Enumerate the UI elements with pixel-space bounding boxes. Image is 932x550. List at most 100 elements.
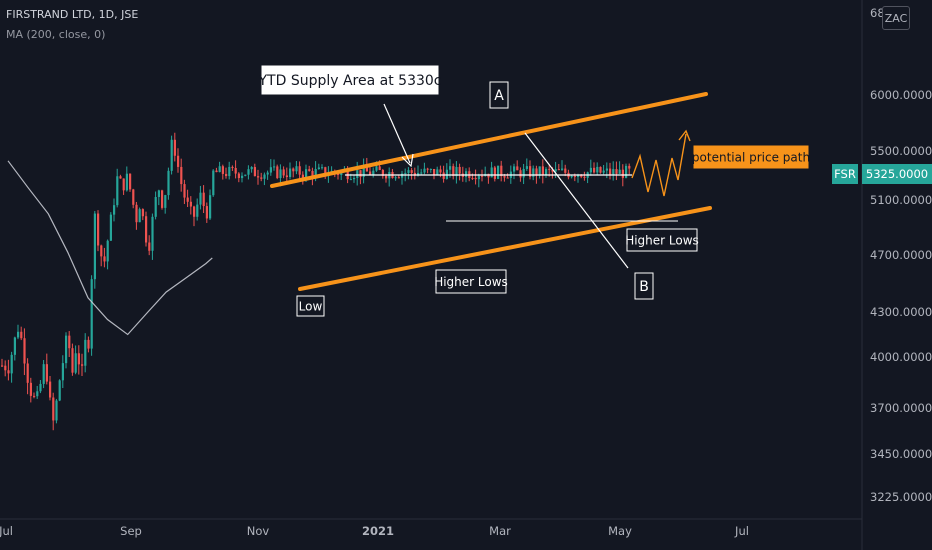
y-tick-label: 5100.0000 xyxy=(870,193,932,207)
supply-arrow-line xyxy=(383,103,411,164)
candle-body xyxy=(244,174,247,176)
candle-body xyxy=(356,170,359,178)
candle-body xyxy=(257,176,260,178)
candle-body xyxy=(122,178,125,191)
candle-body xyxy=(241,175,244,179)
candle-body xyxy=(151,216,154,251)
candle-body xyxy=(295,166,298,172)
potential-path-label-box xyxy=(693,145,809,169)
candle-body xyxy=(90,279,93,349)
candle-body xyxy=(269,167,272,173)
candle-body xyxy=(449,166,452,170)
point-a-label: A xyxy=(494,88,504,104)
candle-body xyxy=(477,175,480,180)
candle-body xyxy=(439,169,442,173)
candle-body xyxy=(593,167,596,173)
y-tick-label: 4000.0000 xyxy=(870,350,932,364)
candle-body xyxy=(500,165,503,177)
candle-body xyxy=(314,169,317,178)
last-price-tag-box xyxy=(862,164,932,184)
candle-body xyxy=(621,169,624,178)
candle-body xyxy=(231,166,234,168)
x-tick-label: 2021 xyxy=(362,524,394,538)
candle-body xyxy=(516,166,519,171)
candle-body xyxy=(410,170,413,173)
supply-label: YTD Supply Area at 5330c xyxy=(257,73,441,89)
candle-body xyxy=(161,190,164,208)
low-label-box xyxy=(296,295,325,317)
potential-path-zigzag xyxy=(631,133,687,197)
higher-lows-label-1-box xyxy=(435,269,507,294)
candle-body xyxy=(583,176,586,178)
candle-body xyxy=(548,168,551,170)
point-b-label-box xyxy=(634,272,654,300)
candle-body xyxy=(321,167,324,169)
candle-body xyxy=(381,169,384,176)
candle-body xyxy=(599,166,602,173)
candle-body xyxy=(557,169,560,171)
currency-badge[interactable]: ZAC xyxy=(882,6,910,30)
point-a-label-box xyxy=(489,81,509,109)
candle-body xyxy=(519,170,522,178)
candle-body xyxy=(375,166,378,171)
candle-body xyxy=(407,170,410,173)
candle-body xyxy=(442,172,445,179)
candle-body xyxy=(29,382,32,396)
candle-body xyxy=(458,166,461,174)
candle-body xyxy=(189,201,192,207)
candle-body xyxy=(554,169,557,172)
candle-body xyxy=(119,176,122,179)
price-tag-symbol: FSR xyxy=(834,167,856,181)
candle-body xyxy=(279,169,282,179)
candle-body xyxy=(602,170,605,173)
candle-body xyxy=(186,197,189,202)
candle-body xyxy=(23,338,26,364)
candle-body xyxy=(125,173,128,191)
candle-body xyxy=(36,391,39,397)
candle-body xyxy=(455,166,458,177)
candle-body xyxy=(596,166,599,173)
candle-body xyxy=(87,339,90,349)
candle-body xyxy=(93,213,96,280)
ma200-line xyxy=(7,160,213,336)
symbol-title: FIRSTRAND LTD, 1D, JSE xyxy=(6,8,139,21)
a-b-line xyxy=(524,132,629,269)
candle-body xyxy=(276,166,279,179)
candle-body xyxy=(138,209,141,223)
candle-body xyxy=(423,168,426,173)
candle-body xyxy=(545,168,548,175)
y-tick-label: 4700.0000 xyxy=(870,248,932,262)
candle-body xyxy=(109,214,112,241)
candle-body xyxy=(71,348,74,373)
candle-body xyxy=(196,204,199,217)
candle-body xyxy=(116,176,119,206)
candle-body xyxy=(394,177,397,179)
candle-body xyxy=(193,206,196,217)
candle-body xyxy=(573,175,576,177)
candle-body xyxy=(609,168,612,175)
candle-body xyxy=(74,353,77,373)
candle-body xyxy=(308,169,311,171)
candle-body xyxy=(173,139,176,156)
candle-body xyxy=(180,166,183,185)
candle-body xyxy=(385,175,388,179)
candle-body xyxy=(445,169,448,179)
candle-body xyxy=(426,168,429,170)
candle-body xyxy=(106,240,109,262)
candle-body xyxy=(628,165,631,169)
channel-upper-line xyxy=(270,92,708,188)
candle-body xyxy=(135,204,138,223)
candle-body xyxy=(228,166,231,177)
candle-body xyxy=(564,168,567,173)
candle-body xyxy=(580,174,583,177)
candle-body xyxy=(292,168,295,172)
higher-lows-label-1: Higher Lows xyxy=(434,275,508,289)
candle-body xyxy=(97,213,100,246)
candle-body xyxy=(532,168,535,177)
candle-body xyxy=(577,174,580,177)
candle-body xyxy=(429,168,432,170)
indicator-legend: MA (200, close, 0) xyxy=(6,28,106,41)
candle-body xyxy=(362,165,365,177)
candle-body xyxy=(401,173,404,178)
